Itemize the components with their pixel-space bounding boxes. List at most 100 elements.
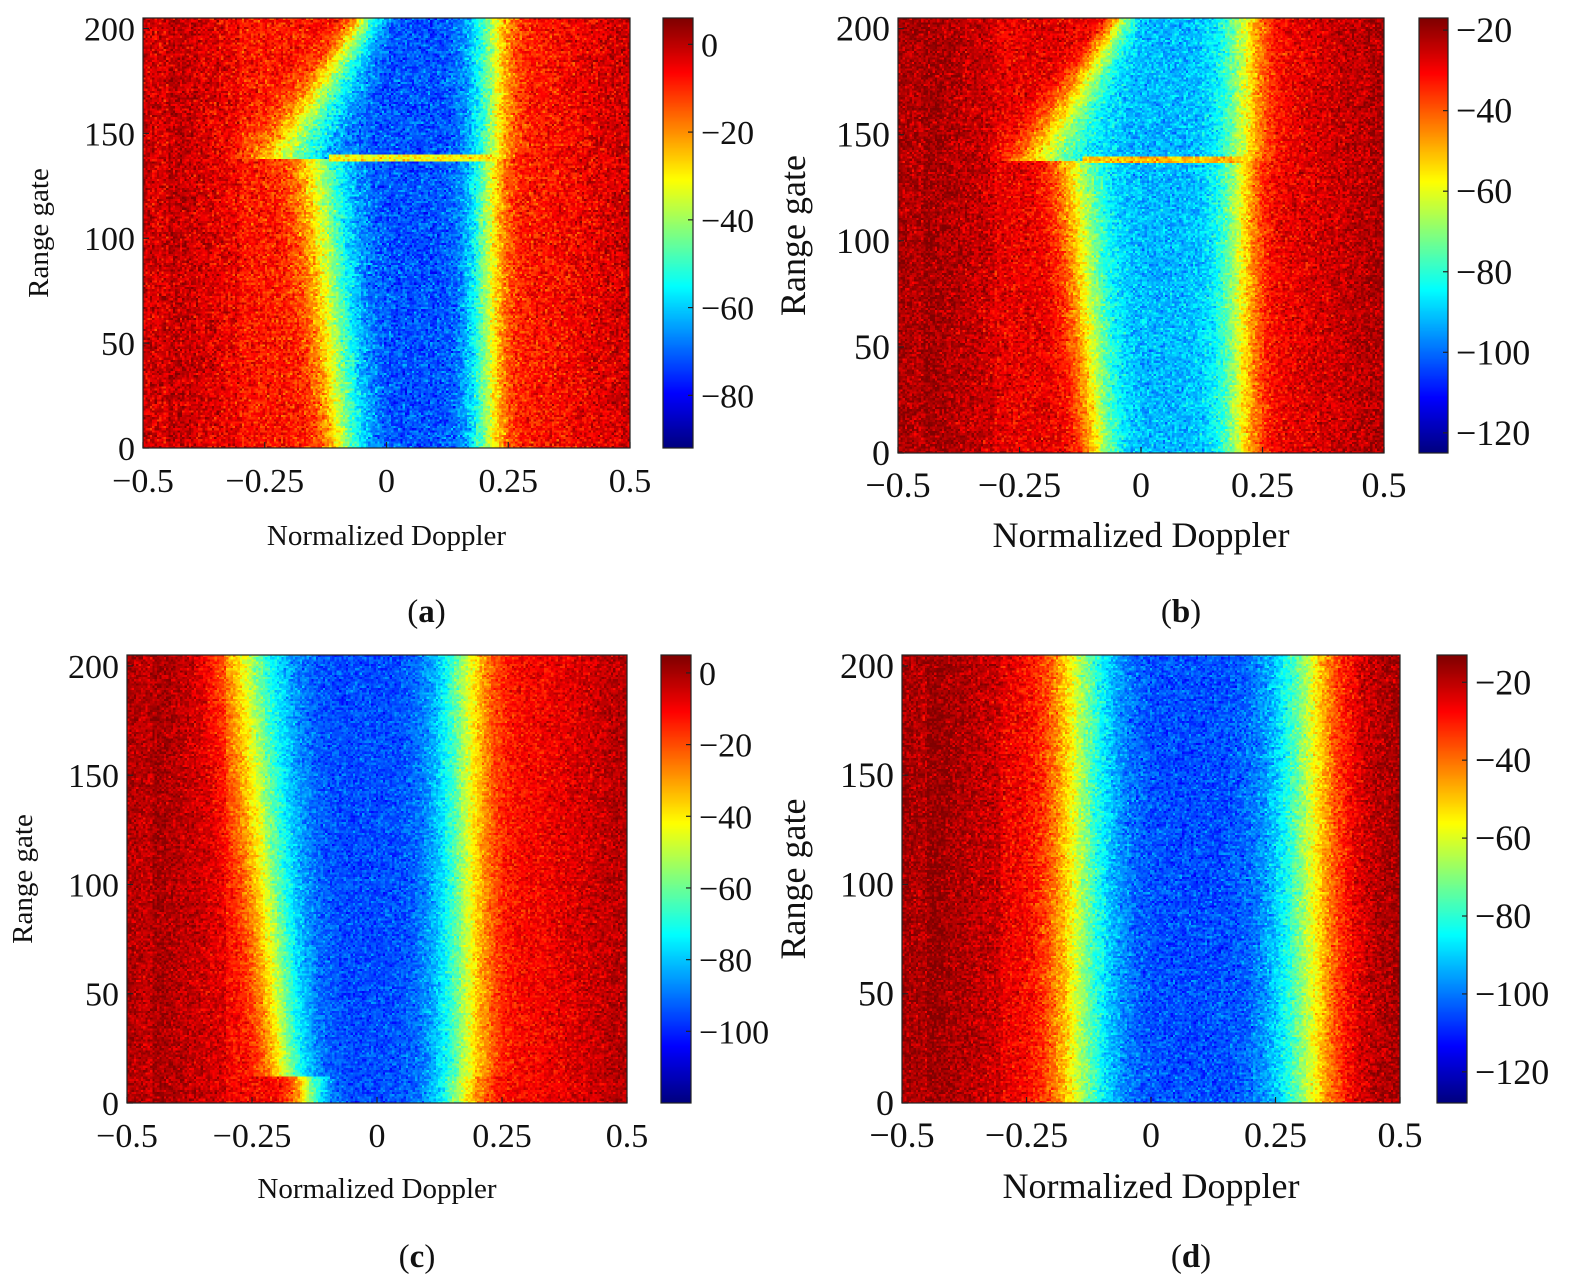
x-tick-label: −0.25 [225, 463, 304, 500]
x-tick-label: 0.25 [479, 463, 539, 500]
colorbar-frame [1418, 17, 1449, 454]
y-tick-label: 100 [840, 864, 894, 904]
panel-caption: (d) [1171, 1239, 1211, 1275]
colorbar-tick-label: −20 [1456, 10, 1512, 50]
caption-letter: d [1182, 1239, 1200, 1275]
y-tick-label: 200 [840, 646, 894, 686]
caption-letter: b [1172, 594, 1190, 630]
y-tick-label: 0 [872, 433, 890, 473]
colorbar-tick-label: −60 [699, 871, 752, 908]
x-tick-label: −0.5 [865, 465, 930, 505]
y-tick-label: 50 [858, 974, 894, 1014]
colorbar-tick-label: −40 [699, 799, 752, 836]
colorbar-tick-label: −40 [1456, 91, 1512, 131]
y-tick-label: 0 [102, 1086, 119, 1123]
colorbar-tick-label: −80 [1456, 252, 1512, 292]
y-axis-label: Range gate [7, 814, 39, 944]
caption-close: ) [1190, 594, 1201, 630]
colorbar-tick-label: −20 [701, 115, 754, 152]
colorbar-tick-label: −100 [699, 1014, 769, 1051]
x-tick-label: 0 [1142, 1115, 1160, 1155]
caption-open: ( [407, 594, 418, 630]
colorbar-frame [660, 654, 692, 1104]
x-tick-label: 0.25 [1231, 465, 1294, 505]
colorbar-a [663, 18, 693, 448]
y-tick-label: 200 [68, 649, 119, 686]
y-tick-label: 100 [836, 221, 890, 261]
y-tick-label: 0 [118, 431, 135, 468]
heatmap-panel-a [143, 18, 630, 448]
x-tick-label: 0.5 [606, 1118, 649, 1155]
panel-caption: (c) [399, 1239, 436, 1275]
x-axis-label: Normalized Doppler [257, 1173, 497, 1205]
x-tick-label: −0.25 [213, 1118, 292, 1155]
caption-letter: a [418, 594, 435, 630]
colorbar-tick-label: 0 [701, 27, 718, 64]
colorbar-tick-label: −60 [1475, 818, 1531, 858]
colorbar-tick-label: −120 [1475, 1052, 1549, 1092]
y-tick-label: 200 [836, 9, 890, 49]
x-tick-label: 0.5 [1378, 1115, 1423, 1155]
x-axis-label: Normalized Doppler [993, 515, 1290, 555]
x-tick-label: 0.25 [472, 1118, 532, 1155]
y-tick-label: 0 [876, 1083, 894, 1123]
heatmap-panel-b [898, 18, 1384, 453]
y-tick-label: 150 [84, 116, 135, 153]
colorbar-tick-label: −80 [1475, 896, 1531, 936]
colorbar-tick-label: −120 [1456, 413, 1530, 453]
y-tick-label: 100 [84, 221, 135, 258]
y-axis-label: Range gate [773, 155, 813, 316]
colorbar-b [1419, 18, 1448, 453]
colorbar-tick-label: −80 [701, 378, 754, 415]
panel-caption: (a) [407, 594, 446, 630]
caption-letter: c [410, 1239, 425, 1275]
caption-close: ) [1200, 1239, 1211, 1275]
x-axis-label: Normalized Doppler [267, 520, 507, 552]
x-tick-label: −0.5 [869, 1115, 934, 1155]
colorbar-tick-label: −40 [701, 203, 754, 240]
caption-open: ( [1161, 594, 1172, 630]
colorbar-d [1437, 655, 1467, 1103]
y-tick-label: 100 [68, 867, 119, 904]
colorbar-tick-label: 0 [699, 656, 716, 693]
colorbar-tick-label: −20 [699, 728, 752, 765]
caption-close: ) [435, 594, 446, 630]
caption-open: ( [399, 1239, 410, 1275]
caption-close: ) [424, 1239, 435, 1275]
colorbar-tick-label: −60 [701, 291, 754, 328]
x-tick-label: −0.25 [978, 465, 1061, 505]
colorbar-tick-label: −40 [1475, 740, 1531, 780]
panel-caption: (b) [1161, 594, 1201, 630]
heatmap-panel-c [127, 655, 627, 1103]
heatmap-panel-d [902, 655, 1400, 1103]
x-tick-label: −0.5 [96, 1118, 158, 1155]
colorbar-c [661, 655, 691, 1103]
colorbar-frame [1436, 654, 1468, 1104]
caption-open: ( [1171, 1239, 1182, 1275]
x-tick-label: 0 [1132, 465, 1150, 505]
colorbar-tick-label: −80 [699, 943, 752, 980]
y-tick-label: 200 [84, 11, 135, 48]
colorbar-tick-label: −60 [1456, 171, 1512, 211]
y-tick-label: 150 [840, 755, 894, 795]
y-tick-label: 50 [85, 977, 119, 1014]
x-tick-label: 0.5 [609, 463, 652, 500]
y-tick-label: 150 [836, 115, 890, 155]
y-tick-label: 50 [854, 327, 890, 367]
x-tick-label: −0.5 [112, 463, 174, 500]
y-axis-label: Range gate [773, 799, 813, 960]
colorbar-frame [662, 17, 694, 449]
y-axis-label: Range gate [23, 168, 55, 298]
colorbar-tick-label: −100 [1475, 974, 1549, 1014]
y-tick-label: 50 [101, 326, 135, 363]
x-axis-label: Normalized Doppler [1003, 1166, 1300, 1206]
x-tick-label: 0 [378, 463, 395, 500]
x-tick-label: −0.25 [985, 1115, 1068, 1155]
colorbar-tick-label: −100 [1456, 332, 1530, 372]
y-tick-label: 150 [68, 758, 119, 795]
colorbar-tick-label: −20 [1475, 662, 1531, 702]
x-tick-label: 0.25 [1244, 1115, 1307, 1155]
x-tick-label: 0.5 [1362, 465, 1407, 505]
x-tick-label: 0 [369, 1118, 386, 1155]
